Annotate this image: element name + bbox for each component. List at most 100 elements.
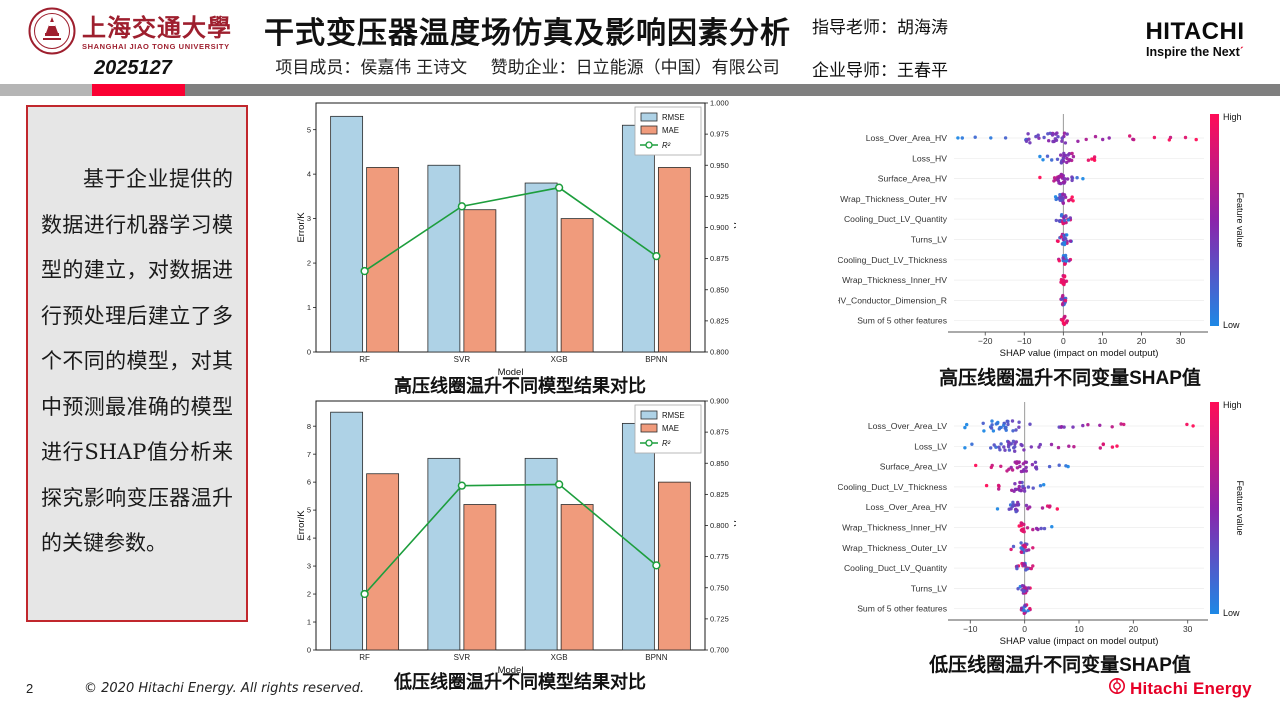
svg-text:R²: R² bbox=[662, 439, 671, 448]
svg-text:Cooling_Duct_LV_Quantity: Cooling_Duct_LV_Quantity bbox=[844, 563, 948, 573]
subtitle-sponsor: 赞助企业：日立能源（中国）有限公司 bbox=[490, 58, 780, 77]
svg-text:XGB: XGB bbox=[551, 653, 568, 662]
svg-text:0.975: 0.975 bbox=[710, 130, 729, 139]
svg-text:Loss_LV: Loss_LV bbox=[914, 441, 947, 451]
svg-text:Error/K: Error/K bbox=[296, 212, 307, 243]
svg-text:6: 6 bbox=[307, 478, 311, 487]
svg-text:Model: Model bbox=[498, 367, 524, 378]
svg-text:0.850: 0.850 bbox=[710, 459, 729, 468]
svg-text:R²: R² bbox=[731, 520, 736, 531]
svg-text:4: 4 bbox=[307, 534, 311, 543]
svg-text:20: 20 bbox=[1137, 336, 1147, 346]
sjtu-logo-en: SHANGHAI JIAO TONG UNIVERSITY bbox=[82, 41, 230, 51]
svg-text:Wrap_Thickness_Inner_HV: Wrap_Thickness_Inner_HV bbox=[842, 523, 947, 533]
hitachi-energy-text: Hitachi Energy bbox=[1130, 678, 1252, 698]
svg-text:0.875: 0.875 bbox=[710, 428, 729, 437]
svg-text:Wrap_Thickness_Outer_LV: Wrap_Thickness_Outer_LV bbox=[842, 543, 947, 553]
svg-text:30: 30 bbox=[1176, 336, 1186, 346]
summary-box: 基于企业提供的数据进行机器学习模型的建立，对数据进行预处理后建立了多个不同的模型… bbox=[26, 105, 248, 622]
svg-text:7: 7 bbox=[307, 450, 311, 459]
svg-text:5: 5 bbox=[307, 125, 311, 134]
svg-text:2: 2 bbox=[307, 590, 311, 599]
svg-text:High: High bbox=[1223, 400, 1242, 410]
hitachi-slogan: Inspire the Nextˊ bbox=[1146, 45, 1244, 59]
svg-text:XGB: XGB bbox=[551, 355, 568, 364]
svg-text:Turns_LV: Turns_LV bbox=[911, 235, 948, 245]
sjtu-seal-icon bbox=[28, 7, 76, 60]
svg-text:5: 5 bbox=[307, 506, 311, 515]
mentor-text: 企业导师：王春平 bbox=[812, 61, 948, 80]
svg-text:Cooling_Duct_LV_Thickness: Cooling_Duct_LV_Thickness bbox=[838, 255, 947, 265]
svg-text:3: 3 bbox=[307, 214, 311, 223]
svg-text:Wrap_Thickness_Inner_HV: Wrap_Thickness_Inner_HV bbox=[842, 275, 947, 285]
svg-text:RMSE: RMSE bbox=[662, 113, 685, 122]
svg-text:1: 1 bbox=[307, 303, 311, 312]
svg-text:0: 0 bbox=[1022, 624, 1027, 634]
hv-model-chart-title: 高压线圈温升不同模型结果对比 bbox=[394, 376, 646, 396]
svg-text:BPNN: BPNN bbox=[645, 653, 667, 662]
svg-text:3: 3 bbox=[307, 562, 311, 571]
hv-shap-chart-title: 高压线圈温升不同变量SHAP值 bbox=[939, 368, 1201, 389]
svg-text:R²: R² bbox=[662, 141, 671, 150]
svg-text:HV_Conductor_Dimension_R: HV_Conductor_Dimension_R bbox=[838, 295, 947, 305]
svg-text:SVR: SVR bbox=[454, 653, 471, 662]
divider-segment-dark bbox=[185, 84, 1280, 96]
svg-text:Turns_LV: Turns_LV bbox=[911, 583, 948, 593]
svg-text:R²: R² bbox=[731, 222, 736, 233]
svg-text:Loss_HV: Loss_HV bbox=[912, 153, 947, 163]
svg-text:0.775: 0.775 bbox=[710, 552, 729, 561]
lv-model-chart-title: 低压线圈温升不同模型结果对比 bbox=[394, 672, 646, 692]
svg-text:0.825: 0.825 bbox=[710, 316, 729, 325]
svg-text:Cooling_Duct_LV_Thickness: Cooling_Duct_LV_Thickness bbox=[838, 482, 947, 492]
svg-text:0.900: 0.900 bbox=[710, 397, 729, 406]
subtitle-members: 项目成员：侯嘉伟 王诗文 bbox=[275, 58, 468, 77]
svg-text:Wrap_Thickness_Outer_HV: Wrap_Thickness_Outer_HV bbox=[840, 194, 947, 204]
hv-shap-chart: −20 −10 0 10 20 30 SHAP value (impact on model… bbox=[834, 100, 1278, 362]
svg-text:−20: −20 bbox=[978, 336, 993, 346]
svg-text:0.700: 0.700 bbox=[710, 646, 729, 655]
svg-text:0: 0 bbox=[1061, 336, 1066, 346]
svg-text:Cooling_Duct_LV_Quantity: Cooling_Duct_LV_Quantity bbox=[844, 214, 948, 224]
svg-text:0.750: 0.750 bbox=[710, 583, 729, 592]
slide-title: 干式变压器温度场仿真及影响因素分析 bbox=[264, 17, 791, 50]
svg-text:Sum of 5 other features: Sum of 5 other features bbox=[857, 604, 947, 614]
advisor-text: 指导老师：胡海涛 bbox=[812, 18, 948, 37]
divider-segment-light bbox=[0, 84, 92, 96]
svg-text:0.800: 0.800 bbox=[710, 348, 729, 357]
svg-text:MAE: MAE bbox=[662, 424, 679, 433]
svg-text:8: 8 bbox=[307, 422, 311, 431]
svg-text:BPNN: BPNN bbox=[645, 355, 667, 364]
hv-model-chart: 0 1 2 3 4 5 0.800 0.825 0.850 0.875 0.900 0.925 0.95… bbox=[296, 98, 742, 382]
svg-text:1: 1 bbox=[307, 618, 311, 627]
lv-shap-chart-title: 低压线圈温升不同变量SHAP值 bbox=[929, 655, 1191, 676]
svg-text:SHAP value (impact on model ou: SHAP value (impact on model output) bbox=[1000, 636, 1159, 647]
lv-model-chart: 0 1 2 3 4 5 6 7 8 0.700 0.725 0.750 0.775 0.800 0.825 0… bbox=[296, 396, 742, 680]
svg-text:0.950: 0.950 bbox=[710, 161, 729, 170]
lv-shap-chart: −10 0 10 20 30 SHAP value (impact on model ou… bbox=[837, 388, 1278, 650]
svg-text:Surface_Area_HV: Surface_Area_HV bbox=[878, 174, 948, 184]
svg-text:2: 2 bbox=[307, 259, 311, 268]
summary-text: 基于企业提供的数据进行机器学习模型的建立，对数据进行预处理后建立了多个不同的模型… bbox=[41, 167, 233, 555]
svg-text:Loss_Over_Area_HV: Loss_Over_Area_HV bbox=[866, 502, 947, 512]
copyright-text: © 2020 Hitachi Energy. All rights reserv… bbox=[84, 681, 365, 696]
svg-text:MAE: MAE bbox=[662, 126, 679, 135]
svg-text:Surface_Area_LV: Surface_Area_LV bbox=[880, 462, 947, 472]
team-code: 2025127 bbox=[94, 57, 172, 79]
svg-text:Model: Model bbox=[498, 665, 524, 676]
hitachi-logo: HITACHI Inspire the Nextˊ bbox=[1120, 20, 1270, 59]
svg-text:−10: −10 bbox=[1017, 336, 1032, 346]
divider-segment-red bbox=[92, 84, 185, 96]
svg-text:0.900: 0.900 bbox=[710, 223, 729, 232]
svg-text:Loss_Over_Area_LV: Loss_Over_Area_LV bbox=[868, 421, 947, 431]
svg-text:Sum of 5 other features: Sum of 5 other features bbox=[857, 316, 947, 326]
hitachi-energy-icon bbox=[1108, 677, 1126, 700]
svg-text:30: 30 bbox=[1183, 624, 1193, 634]
svg-text:SHAP value (impact on model ou: SHAP value (impact on model output) bbox=[1000, 348, 1159, 359]
sjtu-logo: 上海交通大學 SHANGHAI JIAO TONG UNIVERSITY bbox=[28, 6, 243, 60]
svg-text:Feature value: Feature value bbox=[1235, 192, 1245, 247]
svg-text:0: 0 bbox=[307, 348, 311, 357]
svg-text:Error/K: Error/K bbox=[296, 510, 307, 541]
svg-text:RF: RF bbox=[359, 653, 370, 662]
svg-text:1.000: 1.000 bbox=[710, 99, 729, 108]
